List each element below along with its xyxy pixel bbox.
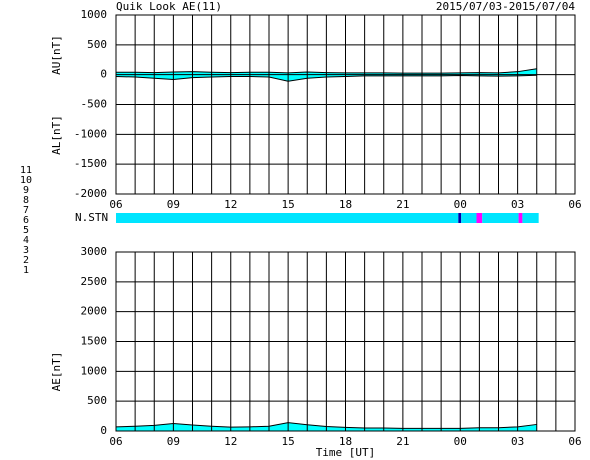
nstn-segment — [518, 213, 523, 223]
legend-entry: 4 — [23, 235, 29, 246]
y-tick-label: 2500 — [81, 275, 108, 288]
x-tick-label: 15 — [282, 435, 295, 448]
nstn-segment — [522, 213, 539, 223]
y-tick-label: 0 — [100, 424, 107, 437]
x-tick-label: 12 — [224, 198, 237, 211]
legend-entry: 1 — [23, 265, 29, 276]
x-tick-label: 06 — [568, 435, 581, 448]
y-tick-label: 3000 — [81, 245, 108, 258]
x-tick-label: 21 — [396, 198, 409, 211]
nstn-label: N.STN — [75, 211, 108, 224]
y-tick-label: 2000 — [81, 305, 108, 318]
y-tick-label: 1000 — [81, 8, 108, 21]
area-fill — [116, 68, 537, 75]
plot-frame — [115, 251, 576, 432]
x-tick-label: 12 — [224, 435, 237, 448]
x-tick-label: 03 — [511, 435, 524, 448]
x-tick-label: 00 — [454, 198, 467, 211]
y-tick-label: 1000 — [81, 364, 108, 377]
x-tick-label: 18 — [339, 198, 352, 211]
title: Quik Look AE(11) — [116, 0, 222, 13]
nstn-segment — [461, 213, 477, 223]
y-axis-label: AU[nT] — [50, 35, 63, 75]
x-tick-label: 09 — [167, 435, 180, 448]
y-tick-label: 500 — [87, 38, 107, 51]
x-tick-label: 06 — [109, 198, 122, 211]
y-tick-label: 0 — [100, 68, 107, 81]
legend-entry: 6 — [23, 215, 29, 226]
legend-entry: 8 — [23, 195, 29, 206]
nstn-segment — [482, 213, 519, 223]
y-tick-label: 1500 — [81, 335, 108, 348]
legend-entry: 5 — [23, 225, 29, 236]
legend-entry: 3 — [23, 245, 29, 256]
nstn-segment — [458, 213, 462, 223]
legend-entry: 2 — [23, 255, 29, 266]
plot-frame — [115, 14, 576, 195]
y-axis-label: AE[nT] — [50, 352, 63, 392]
y-tick-label: -500 — [81, 98, 108, 111]
legend-entry: 9 — [23, 185, 29, 196]
y-tick-label: 500 — [87, 394, 107, 407]
x-tick-label: 00 — [454, 435, 467, 448]
x-tick-label: 03 — [511, 198, 524, 211]
y-axis-label: AL[nT] — [50, 115, 63, 155]
x-tick-label: 15 — [282, 198, 295, 211]
legend-entry: 10 — [20, 175, 32, 186]
x-tick-label: 18 — [339, 435, 352, 448]
x-tick-label: 06 — [109, 435, 122, 448]
legend-entry: 7 — [23, 205, 29, 216]
x-tick-label: 09 — [167, 198, 180, 211]
nstn-segment — [116, 213, 459, 223]
x-tick-label: 06 — [568, 198, 581, 211]
period: 2015/07/03-2015/07/04 — [436, 0, 575, 13]
nstn-segment — [476, 213, 483, 223]
x-axis-label: Time [UT] — [316, 446, 376, 459]
x-tick-label: 21 — [396, 435, 409, 448]
y-tick-label: -1500 — [74, 157, 107, 170]
legend-entry: 11 — [20, 165, 32, 176]
y-tick-label: -1000 — [74, 127, 107, 140]
y-tick-label: -2000 — [74, 187, 107, 200]
